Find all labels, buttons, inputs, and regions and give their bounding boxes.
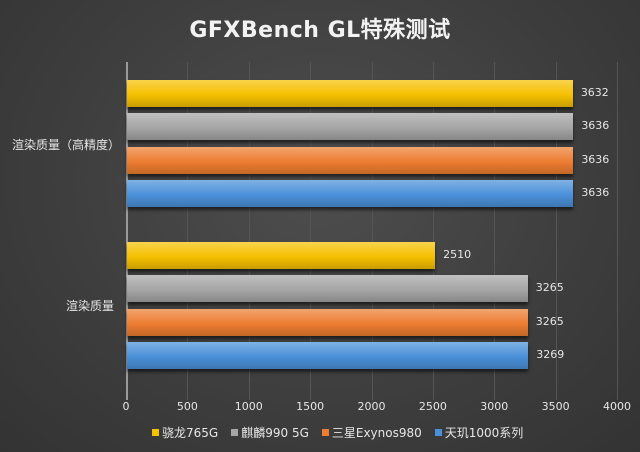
legend-swatch: [231, 429, 239, 436]
legend-swatch: [152, 429, 159, 436]
gridline: [432, 62, 434, 400]
category-label-high-precision: 渲染质量（高精度）: [11, 138, 120, 152]
value-label: 3265: [535, 315, 564, 328]
y-axis-line: [126, 62, 128, 400]
chart-title: GFXBench GL特殊测试: [189, 18, 451, 43]
x-tick-label: 3500: [541, 400, 570, 413]
legend-item: 麒麟990 5G: [231, 424, 309, 441]
x-tick-label: 1500: [296, 400, 325, 413]
legend-swatch: [321, 429, 329, 436]
value-label: 3636: [581, 153, 610, 166]
value-label: 2510: [443, 248, 472, 261]
legend-label: 麒麟990 5G: [241, 426, 309, 440]
x-tick-label: 3000: [480, 400, 509, 413]
legend-item: 骁龙765G: [152, 424, 218, 441]
legend-label: 骁龙765G: [162, 426, 219, 440]
category-label-render-quality: 渲染质量: [65, 299, 114, 313]
x-tick-label: 2000: [357, 400, 386, 413]
x-tick-label: 1000: [234, 400, 263, 413]
bar-render-quality: [127, 342, 529, 369]
gridline: [494, 62, 496, 400]
value-label: 3269: [536, 348, 565, 361]
legend-item: 天玑1000系列: [434, 424, 524, 441]
gridline: [248, 62, 250, 400]
x-tick-label: 2500: [418, 400, 447, 413]
legend: 骁龙765G 麒麟990 5G 三星Exynos980 天玑1000系列: [152, 424, 523, 441]
value-label: 3632: [580, 86, 609, 99]
gridline: [310, 62, 312, 400]
bar-high-precision: [127, 147, 574, 174]
legend-label: 天玑1000系列: [444, 426, 524, 440]
bar-high-precision: [127, 80, 573, 107]
value-label: 3265: [535, 281, 564, 294]
value-label: 3636: [581, 186, 610, 199]
x-tick-label: 500: [176, 400, 198, 413]
gridline: [371, 62, 373, 400]
plot-area: 3632 2510 3636 3265 3636 3265 3636 3269: [126, 62, 618, 400]
bar-high-precision: [127, 180, 574, 207]
x-tick-label: 0: [122, 400, 130, 413]
gridline: [617, 62, 618, 400]
bar-render-quality: [127, 309, 528, 336]
legend-swatch: [434, 429, 442, 436]
gridline: [555, 62, 557, 400]
legend-label: 三星Exynos980: [331, 426, 422, 440]
bar-render-quality: [127, 275, 528, 302]
x-tick-label: 4000: [603, 400, 631, 413]
value-label: 3636: [581, 119, 610, 132]
bar-high-precision: [127, 113, 574, 140]
gridline: [187, 62, 189, 400]
legend-item: 三星Exynos980: [321, 424, 422, 441]
bar-render-quality: [127, 242, 436, 269]
